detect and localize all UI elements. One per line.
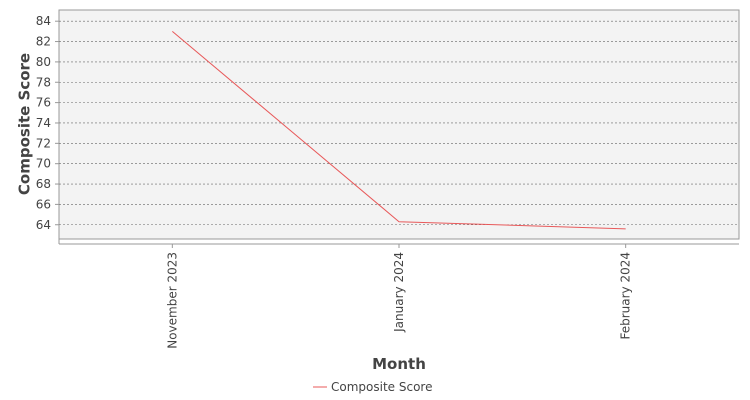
x-tick-label: January 2024 (392, 252, 406, 333)
y-tick-label: 82 (36, 35, 51, 49)
y-tick-label: 66 (36, 197, 51, 211)
x-axis-title: Month (372, 355, 426, 373)
y-tick-label: 80 (36, 55, 51, 69)
legend-label: Composite Score (331, 380, 432, 394)
y-tick-label: 74 (36, 116, 51, 130)
data-line (172, 30, 626, 230)
y-tick-label: 76 (36, 96, 51, 110)
y-tick-label: 72 (36, 136, 51, 150)
x-tick-label: February 2024 (619, 252, 633, 340)
x-tick-label: November 2023 (165, 252, 179, 349)
y-tick-label: 70 (36, 157, 51, 171)
y-axis-title: Composite Score (16, 53, 34, 195)
plot-area (58, 9, 740, 240)
y-tick-label: 64 (36, 218, 51, 232)
y-tick-label: 78 (36, 75, 51, 89)
y-tick-label: 68 (36, 177, 51, 191)
y-tick-label: 84 (36, 14, 51, 28)
